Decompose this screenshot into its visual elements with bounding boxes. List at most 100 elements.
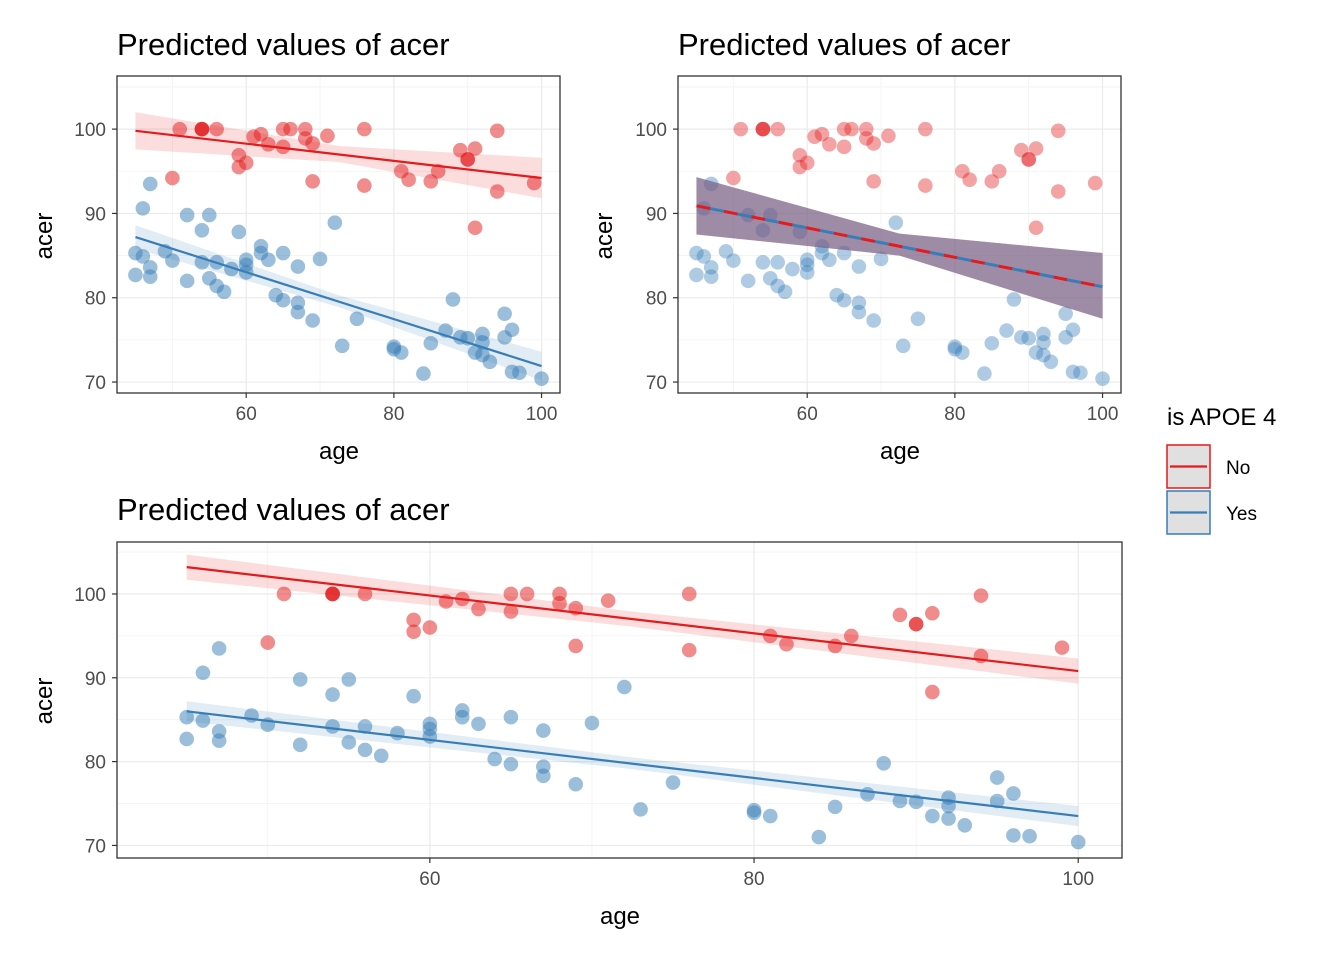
data-point-no	[1054, 640, 1070, 655]
data-point-yes	[989, 770, 1005, 785]
data-point-no	[238, 155, 254, 171]
data-point-yes	[312, 251, 328, 267]
plot-area: 60 80 100 70 80 90 100	[635, 75, 1122, 425]
data-point-no	[755, 121, 771, 137]
data-point-yes	[135, 201, 151, 216]
data-point-no	[843, 628, 859, 644]
data-point-yes	[941, 811, 956, 826]
y-tick-label: 100	[635, 120, 667, 141]
data-point-no	[954, 163, 970, 179]
x-tick-label: 80	[944, 404, 965, 425]
y-tick-label: 70	[85, 373, 106, 394]
data-point-yes	[836, 292, 852, 308]
data-point-no	[836, 121, 852, 137]
data-point-yes	[373, 748, 389, 764]
x-tick-label: 60	[797, 404, 818, 425]
data-point-no	[471, 601, 486, 617]
data-point-no	[423, 174, 439, 189]
data-point-no	[172, 121, 188, 137]
y-tick-label: 90	[646, 204, 667, 225]
data-point-yes	[482, 354, 498, 370]
data-point-yes	[989, 793, 1005, 809]
x-axis-title: age	[880, 438, 920, 465]
data-point-yes	[536, 768, 551, 784]
data-point-no	[822, 136, 837, 152]
data-point-yes	[334, 338, 350, 354]
data-point-yes	[689, 267, 704, 283]
data-point-yes	[349, 311, 365, 327]
data-point-yes	[799, 252, 815, 268]
chart-title: Predicted values of acer	[117, 27, 450, 62]
data-point-yes	[746, 805, 762, 821]
data-point-no	[779, 636, 794, 652]
data-point-yes	[1065, 364, 1081, 380]
data-point-no	[866, 136, 881, 151]
data-point-yes	[814, 245, 830, 261]
data-point-yes	[703, 176, 719, 192]
data-point-yes	[292, 737, 308, 753]
data-point-yes	[211, 733, 227, 748]
data-point-no	[305, 174, 320, 189]
data-point-yes	[1014, 330, 1029, 345]
data-point-yes	[785, 261, 800, 277]
data-point-no	[681, 642, 697, 658]
data-point-yes	[703, 260, 719, 275]
data-point-yes	[231, 224, 247, 240]
fit-line-yes	[186, 710, 1079, 818]
data-point-yes	[497, 306, 512, 322]
data-point-yes	[327, 215, 343, 230]
data-point-yes	[211, 641, 227, 656]
fit-line-no	[135, 129, 542, 180]
x-tick-label: 60	[236, 404, 257, 425]
data-point-no	[1028, 220, 1044, 236]
data-point-yes	[1070, 834, 1086, 850]
data-point-yes	[1028, 345, 1044, 360]
panel-border	[677, 75, 1122, 394]
data-point-no	[792, 147, 808, 163]
y-tick-label: 90	[85, 669, 106, 690]
plot-area: 60 80 100 70 80 90 100	[74, 75, 561, 425]
data-point-yes	[873, 251, 889, 267]
data-point-yes	[814, 239, 830, 254]
data-point-yes	[740, 273, 756, 289]
data-point-yes	[201, 207, 217, 223]
data-point-yes	[195, 665, 211, 681]
data-point-yes	[487, 751, 502, 767]
confidence-band-no	[696, 177, 1103, 319]
legend-item-yes: Yes	[1166, 490, 1257, 535]
data-point-yes	[696, 249, 712, 264]
legend-title: is APOE 4	[1167, 404, 1276, 431]
data-point-no	[325, 586, 340, 602]
data-point-no	[165, 170, 180, 186]
data-point-no	[357, 178, 372, 193]
data-point-yes	[536, 723, 551, 738]
data-point-no	[892, 607, 908, 623]
data-point-no	[1050, 184, 1066, 199]
data-point-no	[552, 595, 567, 611]
data-point-yes	[799, 265, 815, 280]
data-point-yes	[503, 709, 519, 725]
data-point-yes	[504, 322, 520, 338]
data-point-yes	[617, 679, 632, 695]
data-point-no	[792, 159, 808, 175]
x-tick-label: 80	[383, 404, 404, 425]
data-point-no	[600, 593, 616, 608]
data-point-yes	[1021, 330, 1037, 346]
data-point-no	[283, 121, 298, 137]
data-point-yes	[977, 366, 992, 381]
data-point-no	[770, 121, 785, 137]
data-point-yes	[142, 269, 158, 284]
legend-label-yes: Yes	[1226, 504, 1257, 525]
data-point-no	[489, 123, 505, 139]
data-point-no	[430, 163, 446, 179]
data-point-yes	[851, 295, 867, 311]
y-tick-label: 100	[74, 120, 106, 141]
data-point-yes	[1006, 292, 1022, 307]
panel-top-right: Predicted values of acer age acer 60 80 10…	[591, 27, 1122, 465]
data-point-yes	[836, 245, 852, 261]
data-point-yes	[325, 687, 340, 702]
data-point-no	[320, 128, 335, 144]
data-point-yes	[445, 292, 461, 307]
data-point-no	[503, 586, 519, 602]
data-point-yes	[406, 688, 421, 704]
